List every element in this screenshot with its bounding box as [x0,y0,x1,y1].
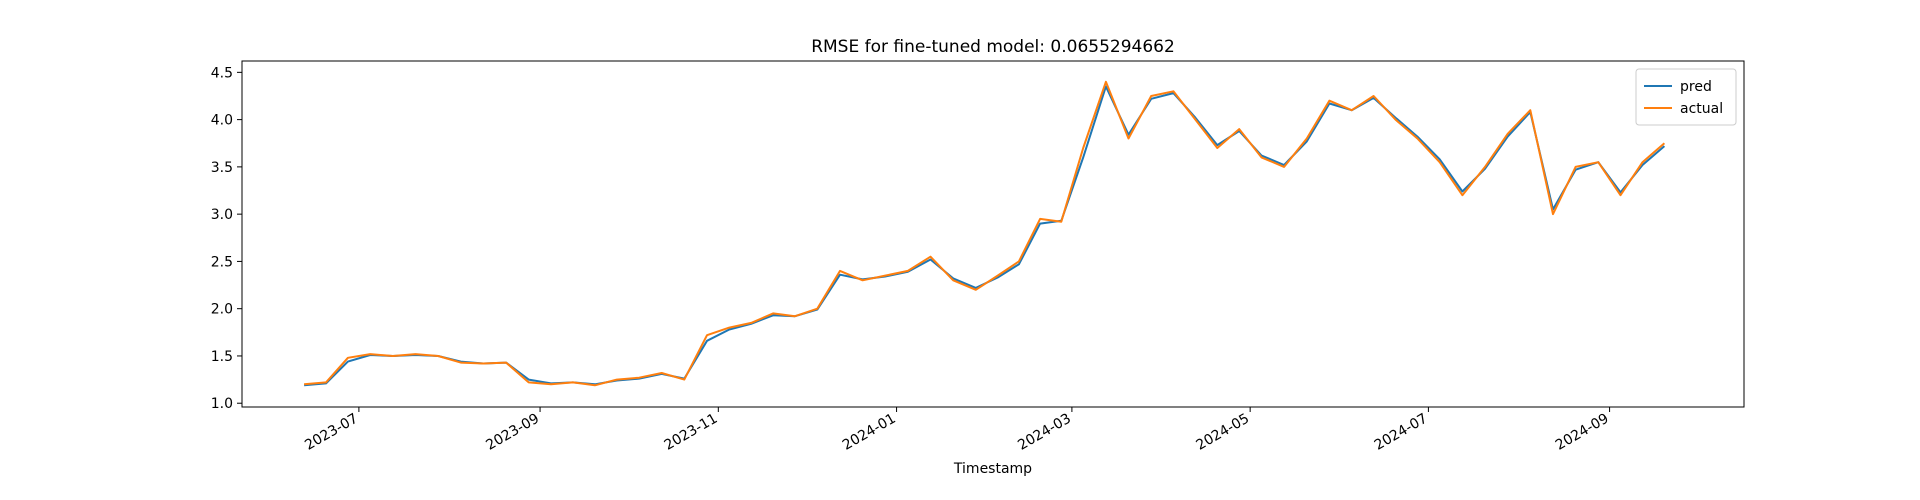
y-tick-label: 1.5 [211,349,233,365]
y-tick-label: 3.0 [211,207,233,223]
chart-title: RMSE for fine-tuned model: 0.0655294662 [811,37,1175,57]
y-tick-label: 3.5 [211,160,233,176]
y-tick-label: 4.0 [211,113,233,129]
plot-frame [241,60,1745,408]
legend-label: actual [1680,101,1723,117]
series-line [304,80,1666,387]
y-tick-label: 2.5 [211,254,233,270]
y-tick-label: 2.0 [211,302,233,318]
y-tick-label: 4.5 [211,65,233,81]
legend-label: pred [1680,79,1712,95]
legend-box [1635,68,1737,126]
x-axis-label: Timestamp [953,461,1032,477]
y-tick-label: 1.0 [211,396,233,412]
